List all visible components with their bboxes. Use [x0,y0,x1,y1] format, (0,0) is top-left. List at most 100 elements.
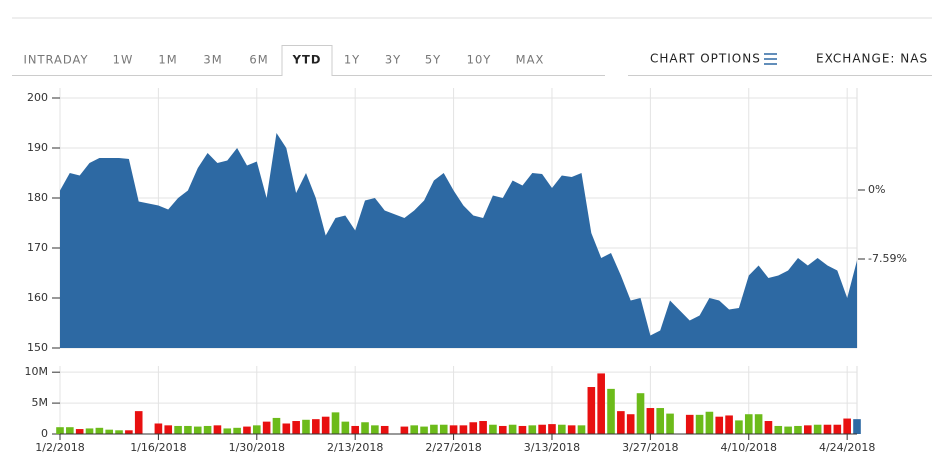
volume-bar [685,414,694,434]
volume-bar [361,422,369,434]
x-tick-label: 3/27/2018 [622,441,678,454]
volume-bar [243,426,251,434]
x-tick-label: 4/10/2018 [721,441,777,454]
x-tick-label: 2/13/2018 [327,441,383,454]
volume-bar [735,420,743,434]
volume-bar [371,425,379,434]
volume-bar [420,426,428,434]
x-tick-label: 1/16/2018 [130,441,186,454]
volume-bar [292,421,300,434]
y-tick-label: 170 [27,241,48,254]
y-tick-label: 200 [27,91,48,104]
volume-bar [351,425,359,434]
volume-bar [705,411,714,434]
volume-bar [479,421,487,434]
volume-bar [184,425,192,434]
volume-bar [587,387,596,434]
volume-bar [380,425,389,434]
volume-bar [666,413,674,434]
volume-bar [439,424,448,434]
volume-bar [754,414,763,434]
volume-bar [636,393,645,434]
volume-bar [164,425,173,434]
volume-bar [193,426,202,434]
volume-bar [341,421,350,434]
volume-bar [312,419,320,434]
volume-bar [823,424,832,434]
volume-bar [203,425,212,434]
volume-bar [262,421,271,434]
volume-bar [85,428,94,434]
tab[interactable]: 3M [203,53,222,67]
y-tick-label: 150 [27,341,48,354]
volume-bar [843,418,851,434]
volume-bar [518,425,527,434]
tab[interactable]: 6M [249,53,268,67]
tab-bar: INTRADAY 1W 1M 3M 6M YTD 1Y 3Y 5Y 10Y MAX [23,45,545,76]
volume-bar [646,408,655,434]
volume-bar [272,417,281,434]
volume-bar [331,412,340,434]
volume-bar [528,425,537,434]
tab[interactable]: MAX [516,53,545,67]
volume-bar [321,416,330,434]
volume-bar [597,373,605,434]
selected-tab-box [281,45,333,76]
plot: 150 160 170 180 190 200 0 5M 10M 0% -7.59% 1/2/2018… [25,88,907,454]
x-tick-label: 4/24/2018 [819,441,875,454]
right-label: -7.59% [868,252,907,265]
volume-bar [794,425,802,434]
tab[interactable]: INTRADAY [23,53,88,67]
volume-bar [567,425,576,434]
y-tick-label: 190 [27,141,48,154]
volume-bar [400,426,409,434]
x-tick-label: 3/13/2018 [524,441,580,454]
tab[interactable]: YTD [292,53,322,67]
volume-bar [853,419,861,434]
volume-bar [617,411,625,434]
chart-options[interactable]: CHART OPTIONS [650,52,761,66]
volume-bar [115,430,123,434]
menu-icon[interactable] [764,53,777,65]
volume-bar [725,415,733,434]
volume-bar [410,425,419,434]
volume-bar [626,414,635,434]
volume-bar [134,411,143,434]
volume-bar [498,425,507,434]
volume-bar [744,414,753,434]
volume-bar [538,424,546,434]
volume-bar [95,427,104,434]
volume-bar [449,425,458,434]
exchange[interactable]: EXCHANGE: NAS [816,52,928,66]
tab[interactable]: 5Y [425,53,441,67]
volume-bar [430,424,438,434]
y-tick-label: 0 [41,427,48,440]
volume-bar [548,424,556,434]
tab[interactable]: 1Y [344,53,360,67]
y-tick-label: 160 [27,291,48,304]
volume-bar [302,419,310,434]
tab[interactable]: 1M [158,53,177,67]
volume-bar [558,424,566,434]
volume-bar [223,428,232,434]
right-label: 0% [868,183,885,196]
tab[interactable]: 1W [113,53,134,67]
tab[interactable]: 3Y [385,53,401,67]
volume-bar [489,424,497,434]
volume-bar [508,424,517,434]
volume-bar [105,429,113,434]
volume-bar [577,425,586,434]
volume-bar [233,427,241,434]
y-tick-label: 180 [27,191,48,204]
volume-bar [66,427,74,434]
volume-bar [154,423,163,434]
volume-bar [804,425,812,434]
price-area [60,133,857,348]
volume-bar [784,426,792,434]
tab[interactable]: 10Y [467,53,492,67]
y-tick-label: 10M [25,365,49,378]
volume-bar [715,416,724,434]
volume-bar [459,425,468,434]
volume-bar [764,421,773,434]
